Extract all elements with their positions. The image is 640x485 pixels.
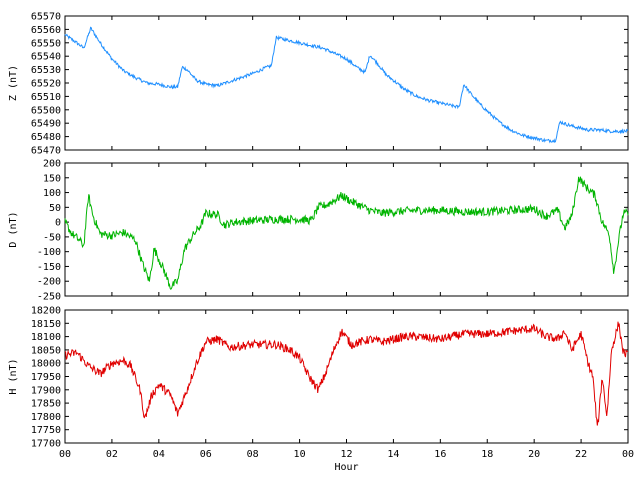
x-axis-label: Hour: [334, 462, 358, 473]
y-tick-label-z-8: 65550: [31, 38, 61, 49]
y-tick-label-h-3: 17850: [31, 399, 61, 410]
y-tick-label-z-7: 65540: [31, 52, 61, 63]
x-tick-label-7: 14: [387, 449, 399, 460]
x-tick-label-1: 02: [106, 449, 118, 460]
y-tick-label-z-10: 65570: [31, 12, 61, 23]
y-tick-label-z-2: 65490: [31, 119, 61, 130]
x-tick-label-12: 00: [622, 449, 634, 460]
y-axis-label-h: H (nT): [8, 358, 19, 394]
x-tick-label-8: 16: [434, 449, 446, 460]
y-tick-label-h-2: 17800: [31, 412, 61, 423]
y-tick-label-z-5: 65520: [31, 79, 61, 90]
x-tick-label-11: 22: [575, 449, 587, 460]
y-tick-label-h-8: 18100: [31, 332, 61, 343]
y-axis-label-z: Z (nT): [8, 65, 19, 101]
series-line-d: [64, 176, 629, 290]
y-tick-label-h-9: 18150: [31, 319, 61, 330]
x-tick-label-6: 12: [340, 449, 352, 460]
y-axis-label-d: D (nT): [8, 211, 19, 247]
panel-frame-d: [64, 162, 629, 297]
y-tick-label-d-9: 200: [43, 159, 61, 170]
y-tick-label-h-7: 18050: [31, 345, 61, 356]
y-tick-label-h-1: 17750: [31, 425, 61, 436]
y-tick-label-h-6: 18000: [31, 359, 61, 370]
y-tick-label-h-5: 17950: [31, 372, 61, 383]
y-tick-label-z-4: 65510: [31, 92, 61, 103]
y-tick-label-z-1: 65480: [31, 132, 61, 143]
x-tick-label-3: 06: [200, 449, 212, 460]
y-tick-label-h-4: 17900: [31, 385, 61, 396]
y-tick-label-d-1: -200: [37, 277, 61, 288]
x-tick-label-9: 18: [481, 449, 493, 460]
y-tick-label-z-6: 65530: [31, 65, 61, 76]
y-tick-label-d-4: -50: [43, 232, 61, 243]
y-tick-label-d-5: 0: [55, 218, 61, 229]
y-tick-label-d-6: 50: [49, 203, 61, 214]
y-tick-label-d-3: -100: [37, 247, 61, 258]
x-tick-label-4: 08: [247, 449, 259, 460]
y-tick-label-h-0: 17700: [31, 439, 61, 450]
x-tick-label-5: 10: [294, 449, 306, 460]
y-tick-label-z-0: 65470: [31, 146, 61, 157]
y-tick-label-d-8: 150: [43, 173, 61, 184]
y-tick-label-d-7: 100: [43, 188, 61, 199]
y-tick-label-d-2: -150: [37, 262, 61, 273]
x-tick-label-10: 20: [528, 449, 540, 460]
y-tick-label-h-10: 18200: [31, 306, 61, 317]
y-tick-label-z-3: 65500: [31, 105, 61, 116]
x-tick-label-0: 00: [59, 449, 71, 460]
x-tick-label-2: 04: [153, 449, 165, 460]
y-tick-label-d-0: -250: [37, 292, 61, 303]
y-tick-label-z-9: 65560: [31, 25, 61, 36]
series-line-h: [64, 321, 629, 426]
panel-frame-h: [64, 309, 629, 444]
series-line-z: [64, 26, 629, 144]
